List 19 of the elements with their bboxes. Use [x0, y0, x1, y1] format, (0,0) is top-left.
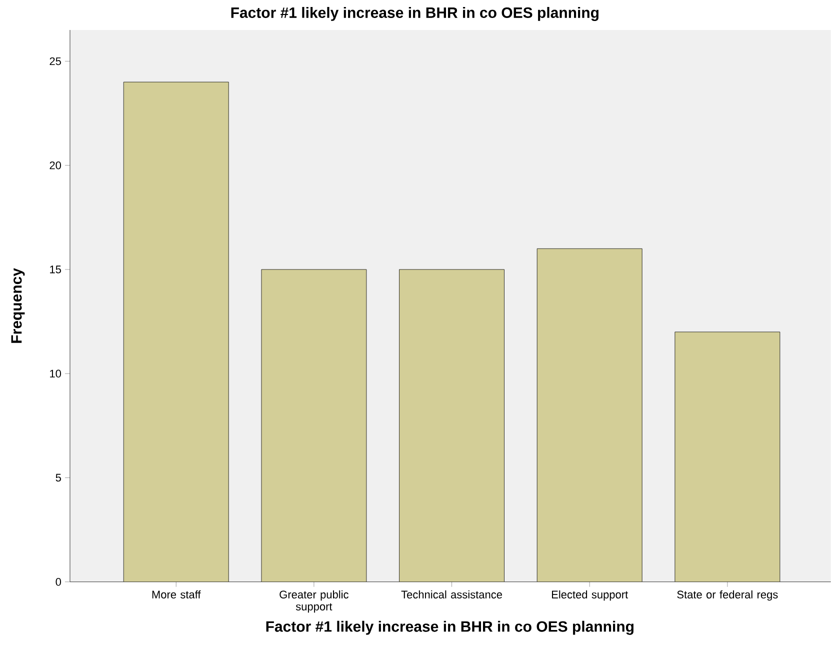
- y-tick-label: 25: [50, 57, 61, 66]
- bar: [537, 248, 642, 582]
- bar: [399, 270, 504, 582]
- x-tick-label: Technical assistance: [401, 590, 502, 599]
- x-tick-label: Greater public support: [280, 590, 348, 613]
- y-tick-label: 15: [50, 266, 61, 274]
- x-tick-label: Elected support: [552, 590, 628, 601]
- y-tick-label: 5: [56, 474, 61, 482]
- y-tick-label: 20: [50, 162, 62, 170]
- bar: [124, 82, 229, 582]
- chart-title: Factor #1 likely increase in BHR in co OES planning: [231, 7, 598, 22]
- x-axis-title: Factor #1 likely increase in BHR in co OES planning: [266, 620, 634, 635]
- bar: [674, 332, 780, 582]
- x-tick-label: More staff: [152, 590, 201, 599]
- x-tick-label: State or federal regs: [677, 590, 778, 601]
- y-tick-label: 0: [56, 578, 62, 586]
- bar: [261, 270, 366, 582]
- y-tick-label: 10: [50, 370, 62, 378]
- y-axis-title: Frequency: [11, 268, 25, 343]
